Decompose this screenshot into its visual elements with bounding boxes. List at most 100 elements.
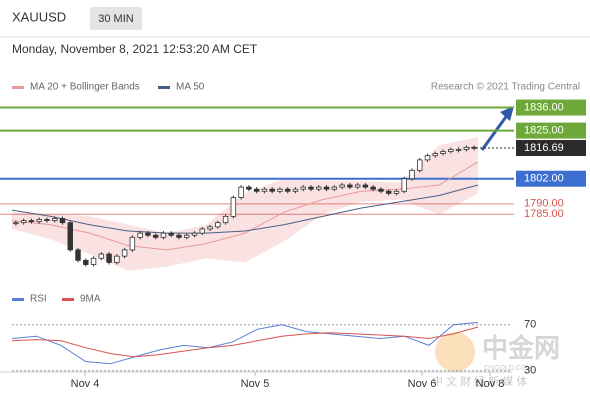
legend-label: 9MA	[80, 294, 101, 305]
candle	[13, 222, 19, 225]
level-label: 1836.00	[524, 101, 564, 113]
candle	[463, 146, 470, 150]
candle	[308, 186, 314, 190]
arrow-head	[500, 106, 514, 121]
candle	[316, 186, 322, 190]
ma-line	[11, 184, 479, 234]
candle	[284, 188, 291, 192]
candle	[75, 249, 81, 261]
level-box	[516, 99, 586, 116]
legend-label: RSI	[30, 294, 47, 305]
candle	[455, 149, 462, 151]
ma-line	[11, 161, 479, 251]
candle	[90, 257, 97, 265]
candle	[261, 188, 268, 192]
candle	[339, 184, 345, 188]
candle	[238, 186, 244, 198]
timeframe-button[interactable]	[90, 7, 142, 30]
arrow	[480, 113, 510, 151]
candle	[215, 222, 221, 228]
legend-swatch	[12, 298, 24, 301]
candle	[137, 232, 143, 238]
candle	[98, 253, 105, 259]
level-box	[516, 139, 586, 156]
x-tick-label: Nov 6	[408, 378, 437, 390]
legend-label: MA 50	[176, 82, 205, 93]
x-tick-label: Nov 4	[71, 378, 100, 390]
level-label: 1816.69	[524, 142, 564, 154]
candle	[370, 186, 376, 190]
y-tick-label: 30	[524, 365, 536, 377]
candle	[207, 226, 213, 230]
candle	[246, 186, 252, 190]
candle	[83, 259, 89, 265]
candle	[106, 253, 112, 263]
candle	[36, 219, 42, 223]
source: Research © 2021 Trading Central	[431, 82, 580, 93]
timestamp: Monday, November 8, 2021 12:53:20 AM CET	[12, 42, 258, 56]
level-label: 1785.00	[524, 208, 564, 220]
indicator-line	[11, 321, 479, 365]
candle	[471, 146, 477, 149]
candle	[331, 186, 338, 190]
candle	[362, 184, 369, 188]
candle	[168, 232, 174, 236]
candle	[114, 255, 120, 263]
candle	[222, 215, 229, 224]
candle	[191, 232, 198, 236]
candle	[292, 188, 299, 192]
candle	[67, 222, 73, 251]
x-tick-label: Nov 8	[476, 378, 505, 390]
candle	[199, 228, 206, 234]
candle	[277, 188, 283, 192]
x-tick-label: Nov 5	[241, 378, 270, 390]
candle	[401, 178, 407, 192]
level-label: 1825.00	[524, 124, 564, 136]
legend-swatch	[12, 86, 24, 89]
candle	[354, 184, 361, 188]
candle	[393, 190, 400, 194]
candle	[323, 186, 330, 190]
watermark-slogan: 中 文 财 经 新 媒 体	[432, 374, 527, 388]
candle	[28, 220, 35, 223]
candle	[448, 149, 454, 152]
y-tick-label: 70	[524, 319, 536, 331]
symbol: XAUUSD	[12, 9, 66, 24]
legend-swatch	[62, 298, 74, 301]
watermark-logo	[435, 332, 475, 372]
candle	[378, 188, 384, 192]
candle	[300, 186, 306, 190]
candle	[269, 188, 275, 192]
legend-swatch	[158, 86, 170, 89]
level-box	[516, 122, 586, 139]
candle	[230, 197, 237, 217]
candle	[347, 184, 353, 188]
candle	[417, 159, 423, 171]
candle	[424, 155, 431, 161]
candle	[121, 249, 128, 257]
indicator-line	[11, 326, 479, 358]
candle	[129, 236, 136, 251]
candle	[152, 234, 159, 238]
candle	[59, 218, 66, 224]
candle	[409, 169, 415, 180]
level-box	[516, 170, 586, 187]
watermark-site: CNGOLD.COM	[484, 365, 532, 372]
candle	[51, 218, 58, 221]
legend-label: MA 20 + Bollinger Bands	[30, 82, 140, 93]
candle	[253, 188, 260, 192]
level-label: 1790.00	[524, 198, 564, 210]
candle	[20, 220, 27, 224]
candle	[385, 190, 392, 194]
watermark-name: 中金网	[482, 333, 560, 363]
candle	[176, 234, 182, 238]
level-label: 1802.00	[524, 173, 564, 185]
candle	[145, 232, 151, 236]
candle	[184, 234, 190, 238]
timeframe[interactable]: 30 MIN	[98, 13, 134, 25]
candle	[160, 232, 167, 238]
candle	[44, 219, 50, 221]
candle	[440, 151, 446, 155]
candle	[432, 153, 439, 157]
